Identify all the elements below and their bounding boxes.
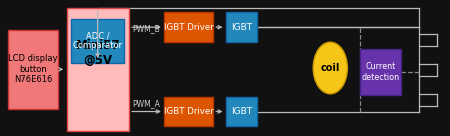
FancyBboxPatch shape [164,12,213,42]
FancyBboxPatch shape [8,30,58,109]
Text: PWM_A: PWM_A [132,99,160,108]
Ellipse shape [313,42,347,94]
FancyBboxPatch shape [67,8,129,131]
Text: coil: coil [320,63,340,73]
FancyBboxPatch shape [226,12,257,42]
Text: Mini57
@5V: Mini57 @5V [76,39,120,67]
FancyBboxPatch shape [71,19,124,63]
FancyBboxPatch shape [360,49,400,95]
FancyBboxPatch shape [164,97,213,126]
Text: Current
detection: Current detection [361,62,399,82]
FancyBboxPatch shape [226,97,257,126]
Text: IGBT: IGBT [231,23,252,32]
Text: IGBT Driver: IGBT Driver [164,107,213,116]
Text: IGBT: IGBT [231,107,252,116]
Text: IGBT Driver: IGBT Driver [164,23,213,32]
Text: LCD display
button
N76E616: LCD display button N76E616 [8,54,58,84]
Text: PWM_B: PWM_B [132,24,160,33]
Text: ADC /
Comparator: ADC / Comparator [72,31,123,50]
